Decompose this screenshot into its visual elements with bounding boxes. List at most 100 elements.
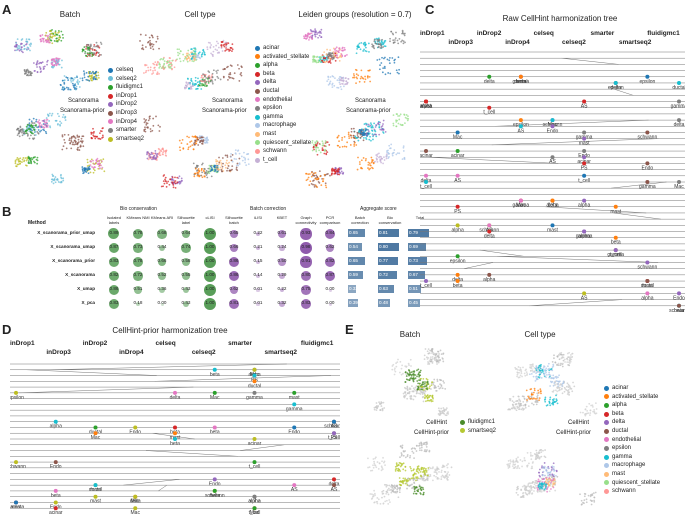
umap-point [530,489,533,491]
umap-point [418,449,421,452]
umap-point [61,135,64,138]
panel-c-label: C [425,2,435,17]
tree-header-bottom: celseq2 [191,349,216,356]
umap-point [95,76,98,79]
umap-point [360,167,363,170]
umap-point [372,44,374,47]
umap-point [32,117,35,120]
umap-point [404,122,406,125]
umap-point [218,168,221,171]
umap-point [413,395,416,397]
umap-point [321,149,324,151]
umap-point [521,407,524,410]
umap-point [156,35,159,38]
table-cell: 0.36 [157,286,167,291]
table-cell: 0.87 [109,244,119,249]
legend-item: quiescent_stellate [255,139,311,148]
umap-point [337,134,340,137]
tree-node [582,136,587,141]
umap-point [21,131,23,134]
table-score-circle [279,287,285,293]
tree-node-label: PS [581,165,588,171]
tree-node-label: PS [331,435,338,441]
tree-node-label: Mac [210,395,220,401]
umap-point [439,412,442,415]
umap-point [373,408,376,411]
umap-scatter [13,28,103,91]
umap-point [540,449,543,451]
umap-point [76,134,79,137]
umap-point [555,469,558,472]
umap-point [392,490,395,492]
umap-point [532,480,534,483]
umap-point [158,72,160,75]
umap-point [98,165,100,168]
umap-point [393,484,396,487]
tree-node [133,425,138,430]
umap-point [204,81,207,84]
umap-point [204,139,207,142]
umap-point [90,137,93,140]
umap-point [408,364,410,367]
umap-point [243,151,245,154]
umap-point [206,176,209,179]
tree-node-label: t_cell [249,464,261,470]
tree-node-label: gamma [607,252,624,258]
umap-point [30,157,33,159]
umap-point [331,170,334,173]
umap-point [340,170,343,173]
umap-point [169,178,172,181]
umap-point [374,457,376,460]
umap-point [214,48,217,51]
umap-point [558,358,561,361]
umap-point [201,142,203,145]
table-cell: 1.00 [205,244,215,249]
umap-point [144,64,147,67]
table-row-method: X_scanorama_prior_umap [37,230,95,235]
umap-point [555,400,558,403]
umap-point [418,477,421,480]
umap-point [427,468,430,471]
umap-point [533,483,536,486]
umap-point [27,128,30,130]
umap-scatter [536,462,558,493]
umap-point [96,135,98,138]
umap-point [60,180,63,183]
umap-point [530,467,533,470]
umap-point [415,492,417,495]
umap-point [435,475,437,478]
umap-point [531,482,533,484]
umap-point [215,158,217,161]
umap-point [542,373,545,375]
umap-point [584,493,587,495]
umap-point [28,118,31,121]
umap-point [431,362,434,364]
legend-swatch [255,105,260,111]
umap-point [412,374,415,377]
umap-point [178,146,181,149]
umap-point [328,52,331,54]
umap-point [32,62,35,64]
umap-point [402,145,405,148]
umap-point [26,123,29,126]
umap-point [372,162,375,164]
umap-point [215,163,218,165]
umap-point [530,487,533,489]
umap-point [358,46,361,49]
umap-point [512,460,515,463]
umap-point [584,408,587,411]
umap-point [206,136,209,139]
umap-point [163,182,166,185]
table-cell: 0.58 [181,258,191,263]
umap-point [540,392,542,395]
umap-point [439,383,441,385]
legend-label: inDrop4 [116,118,138,125]
umap-point [76,135,79,138]
umap-point [424,389,427,392]
umap-point [523,459,526,462]
umap-point [154,69,156,72]
umap-point [552,374,555,377]
umap-point [334,172,337,175]
umap-point [412,390,415,393]
umap-point [558,374,560,377]
